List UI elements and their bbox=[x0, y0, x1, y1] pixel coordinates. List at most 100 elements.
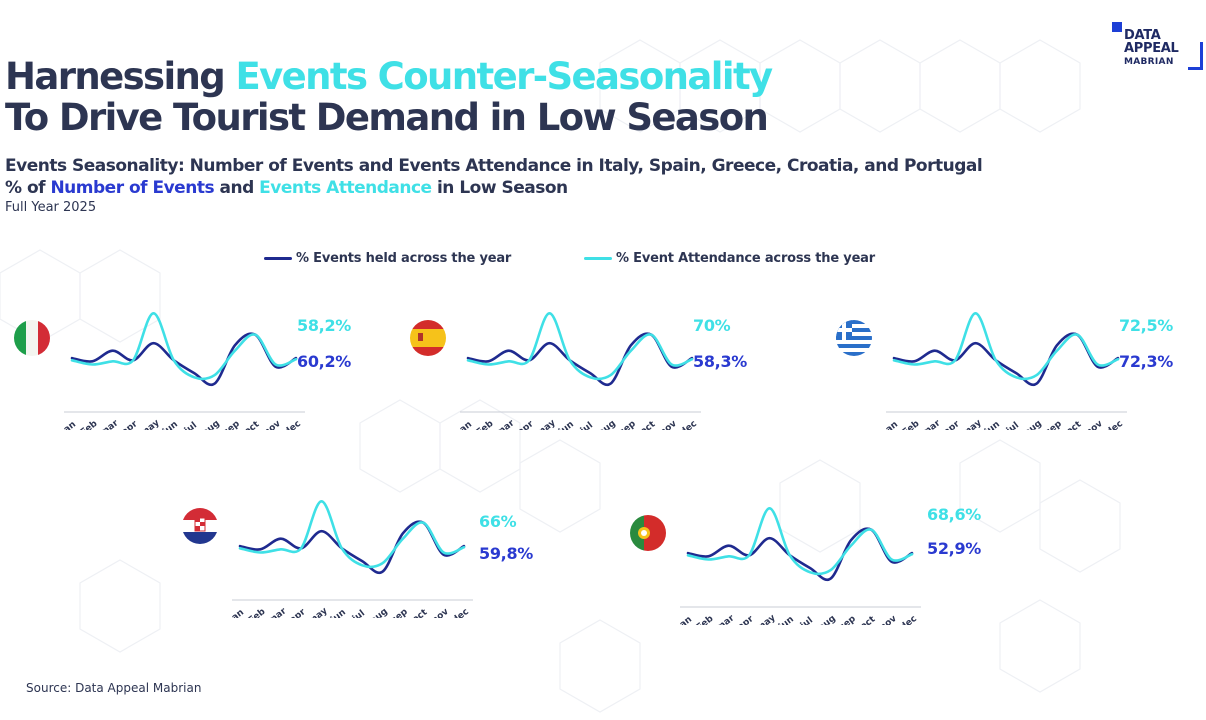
portugal-tick-may: may bbox=[755, 613, 778, 625]
greece-tick-mar: mar bbox=[921, 418, 943, 430]
portugal-events-value: 52,9% bbox=[927, 539, 982, 558]
greece-attendance-value: 72,5% bbox=[1119, 316, 1174, 335]
title-part1: Harnessing bbox=[5, 55, 236, 98]
subtitle-number-of-events: Number of Events bbox=[50, 178, 215, 198]
title-line2: To Drive Tourist Demand in Low Season bbox=[5, 96, 769, 139]
spain-tick-nov: nov bbox=[658, 419, 679, 430]
greece-tick-sep: sep bbox=[1044, 419, 1065, 430]
croatia-series-attendance bbox=[238, 499, 466, 569]
panel-greece: Jan Feb mar apr may jun jul aug sep oct nov dec 72,… bbox=[836, 300, 1206, 440]
legend-events: % Events held across the year bbox=[264, 249, 511, 267]
portugal-tick-apr: apr bbox=[736, 614, 756, 625]
logo-text-mabrian: MABRIAN bbox=[1124, 57, 1174, 67]
greece-tick-oct: oct bbox=[1065, 419, 1084, 430]
spain-events-value: 58,3% bbox=[693, 352, 748, 371]
chart-portugal: Jan Feb mar apr may jun jul aug sep oct nov dec bbox=[680, 506, 921, 625]
italy-tick-mar: mar bbox=[99, 418, 121, 430]
spain-tick-aug: aug bbox=[597, 419, 618, 430]
greece-flag-icon bbox=[836, 320, 872, 356]
croatia-tick-dec: dec bbox=[451, 607, 471, 618]
greece-tick-nov: nov bbox=[1084, 419, 1105, 430]
italy-tick-jan: Jan bbox=[64, 420, 78, 430]
italy-tick-jun: jun bbox=[160, 420, 179, 430]
croatia-tick-sep: sep bbox=[390, 607, 411, 618]
portugal-tick-dec: dec bbox=[899, 614, 919, 625]
greece-tick-jul: jul bbox=[1004, 421, 1021, 430]
croatia-events-value: 59,8% bbox=[479, 544, 534, 563]
panel-spain: Jan Feb mar apr may jun jul aug sep oct nov dec 70%… bbox=[410, 300, 790, 440]
greece-tick-apr: apr bbox=[942, 419, 962, 430]
portugal-flag-icon bbox=[630, 515, 666, 551]
title-accent: Events Counter-Seasonality bbox=[235, 55, 773, 98]
subtitle-period: Full Year 2025 bbox=[5, 200, 97, 215]
portugal-tick-nov: nov bbox=[878, 614, 899, 625]
croatia-tick-feb: Feb bbox=[247, 607, 268, 618]
logo-text-data: DATA bbox=[1124, 28, 1161, 43]
portugal-tick-jul: jul bbox=[798, 616, 815, 625]
panel-croatia: Jan Feb mar apr may jun jul aug sep oct nov dec 66%… bbox=[182, 488, 562, 628]
panel-italy: Jan Feb mar apr may jun jul aug sep oct nov dec 58,… bbox=[14, 300, 394, 440]
italy-flag-icon bbox=[14, 320, 50, 356]
page-title: Harnessing Events Counter-Seasonality To … bbox=[5, 55, 773, 139]
croatia-tick-jun: jun bbox=[328, 608, 347, 618]
croatia-tick-jul: jul bbox=[350, 609, 367, 618]
greece-events-value: 72,3% bbox=[1119, 352, 1174, 371]
spain-tick-oct: oct bbox=[639, 419, 658, 430]
chart-greece: Jan Feb mar apr may jun jul aug sep oct nov dec bbox=[886, 311, 1127, 430]
spain-tick-feb: Feb bbox=[475, 419, 496, 430]
greece-tick-jan: Jan bbox=[886, 420, 900, 430]
subtitle-events-attendance: Events Attendance bbox=[259, 178, 432, 198]
spain-tick-apr: apr bbox=[516, 419, 536, 430]
spain-series-attendance bbox=[466, 311, 694, 381]
legend-label-events: % Events held across the year bbox=[296, 250, 512, 266]
portugal-tick-feb: Feb bbox=[695, 614, 716, 625]
croatia-tick-oct: oct bbox=[411, 607, 430, 618]
croatia-tick-may: may bbox=[307, 606, 330, 618]
greece-tick-feb: Feb bbox=[901, 419, 922, 430]
legend-attendance: % Event Attendance across the year bbox=[584, 249, 875, 267]
legend-swatch-events bbox=[264, 256, 292, 260]
greece-tick-dec: dec bbox=[1105, 419, 1125, 430]
spain-flag-icon bbox=[410, 320, 446, 356]
panel-portugal: Jan Feb mar apr may jun jul aug sep oct nov dec 68,… bbox=[630, 495, 1010, 635]
portugal-tick-jun: jun bbox=[776, 615, 795, 625]
greece-tick-may: may bbox=[961, 418, 984, 430]
spain-tick-jun: jun bbox=[556, 420, 575, 430]
portugal-tick-oct: oct bbox=[859, 614, 878, 625]
croatia-tick-jan: Jan bbox=[232, 608, 246, 618]
greece-tick-jun: jun bbox=[982, 420, 1001, 430]
portugal-tick-sep: sep bbox=[838, 614, 859, 625]
spain-attendance-value: 70% bbox=[693, 316, 731, 335]
subtitle-prefix: % of bbox=[5, 178, 51, 198]
logo-text-appeal: APPEAL bbox=[1124, 41, 1179, 56]
croatia-tick-mar: mar bbox=[267, 606, 289, 618]
italy-tick-sep: sep bbox=[222, 419, 243, 430]
subtitle-suffix: in Low Season bbox=[431, 178, 568, 198]
chart-croatia: Jan Feb mar apr may jun jul aug sep oct nov dec bbox=[232, 499, 473, 618]
italy-tick-may: may bbox=[139, 418, 162, 430]
croatia-flag-icon bbox=[182, 508, 218, 544]
italy-tick-oct: oct bbox=[243, 419, 262, 430]
subtitle-and: and bbox=[214, 178, 260, 198]
logo-bracket-mark bbox=[1188, 42, 1203, 70]
subtitle-line2: % of Number of Events and Events Attenda… bbox=[5, 177, 568, 199]
portugal-tick-mar: mar bbox=[715, 613, 737, 625]
subtitle-line1: Events Seasonality: Number of Events and… bbox=[5, 156, 983, 176]
italy-tick-nov: nov bbox=[262, 419, 283, 430]
italy-tick-jul: jul bbox=[182, 421, 199, 430]
italy-tick-aug: aug bbox=[201, 419, 222, 430]
italy-tick-dec: dec bbox=[283, 419, 303, 430]
greece-tick-aug: aug bbox=[1023, 419, 1044, 430]
italy-tick-apr: apr bbox=[120, 419, 140, 430]
spain-tick-mar: mar bbox=[495, 418, 517, 430]
croatia-tick-apr: apr bbox=[288, 607, 308, 618]
chart-italy: Jan Feb mar apr may jun jul aug sep oct nov dec bbox=[64, 311, 305, 430]
spain-tick-sep: sep bbox=[618, 419, 639, 430]
croatia-attendance-value: 66% bbox=[479, 512, 517, 531]
italy-events-value: 60,2% bbox=[297, 352, 352, 371]
croatia-tick-nov: nov bbox=[430, 607, 451, 618]
logo-corner-mark bbox=[1112, 22, 1122, 32]
legend-swatch-attendance bbox=[584, 256, 612, 260]
portugal-series-attendance bbox=[686, 506, 914, 576]
